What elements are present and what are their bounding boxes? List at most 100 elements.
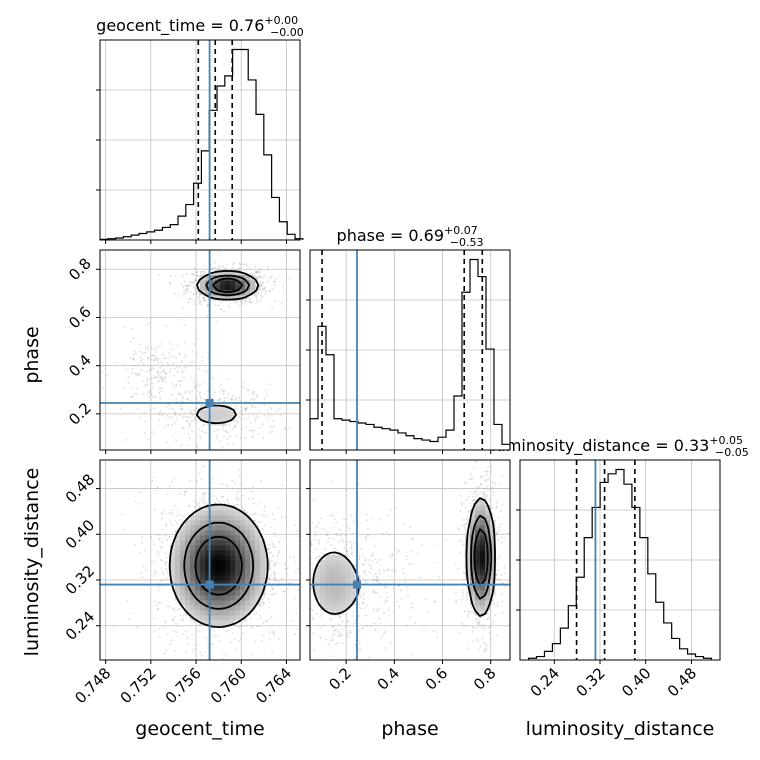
density-cell [345, 570, 351, 576]
sample-point [277, 551, 280, 554]
sample-point [168, 342, 171, 345]
sample-point [176, 370, 179, 373]
sample-point [150, 535, 153, 538]
sample-point [341, 642, 344, 645]
sample-point [358, 557, 361, 560]
sample-point [198, 292, 201, 294]
sample-point [202, 493, 204, 495]
density-cell [230, 590, 236, 596]
joint-content-phase-vs-luminosity-distance [310, 455, 510, 665]
sample-point [277, 638, 280, 640]
sample-point [182, 515, 185, 518]
sample-point [201, 654, 204, 657]
sample-point [225, 267, 227, 270]
sample-point [268, 543, 270, 546]
density-cell [205, 510, 211, 516]
density-cell [225, 515, 231, 521]
density-cell [345, 580, 351, 586]
sample-point [168, 605, 171, 608]
density-cell [480, 525, 486, 531]
sample-point [121, 513, 124, 516]
density-cell [235, 510, 241, 516]
density-cell [210, 555, 216, 561]
sample-point [272, 588, 275, 591]
sample-point [160, 414, 163, 417]
hist-steps-phase [309, 258, 511, 450]
sample-point [158, 628, 160, 630]
sample-point [247, 389, 250, 391]
density-cell [190, 585, 196, 591]
sample-point [255, 296, 257, 299]
sample-point [495, 578, 498, 581]
sample-point [258, 614, 261, 617]
sample-point [199, 405, 202, 408]
density-cell [185, 570, 191, 576]
sample-point [265, 514, 268, 517]
density-cell [230, 570, 236, 576]
sample-point [271, 650, 273, 653]
sample-point [261, 639, 263, 642]
sample-point [258, 277, 260, 279]
density-cell [215, 570, 221, 576]
sample-point [478, 649, 480, 651]
density-cell [245, 275, 251, 281]
sample-point [482, 624, 485, 626]
sample-point [218, 399, 220, 402]
sample-point [195, 279, 197, 281]
sample-point [215, 321, 218, 323]
sample-point [159, 366, 162, 369]
density-cell [175, 555, 181, 561]
sample-point [492, 506, 494, 509]
density-cell [260, 540, 266, 546]
sample-point [203, 264, 206, 267]
sample-point [362, 663, 364, 665]
sample-point [129, 357, 132, 360]
sample-point [500, 573, 503, 576]
density-cell [470, 560, 476, 566]
sample-point [210, 268, 213, 271]
density-cell [240, 570, 246, 576]
sample-point [401, 597, 403, 600]
sample-point [140, 542, 143, 545]
sample-point [369, 625, 372, 627]
sample-point [346, 525, 349, 528]
density-cell [220, 285, 226, 291]
density-cell [340, 595, 346, 601]
sample-point [311, 563, 314, 565]
density-cell [475, 585, 481, 591]
density-cell [240, 285, 246, 291]
sample-point [498, 529, 500, 532]
density-cell [175, 535, 181, 541]
sample-point [183, 341, 186, 344]
ylabel-luminosity-distance: luminosity_distance [21, 468, 43, 657]
sample-point [497, 516, 500, 519]
sample-point [141, 576, 144, 579]
density-cell [255, 530, 261, 536]
sample-point [166, 441, 168, 444]
sample-point [189, 479, 192, 482]
sample-point [373, 622, 376, 625]
sample-point [477, 455, 479, 457]
sample-point [280, 577, 283, 580]
sample-point [109, 480, 112, 483]
sample-point [365, 537, 368, 540]
density-cell [205, 290, 211, 296]
sample-point [273, 576, 276, 579]
sample-point [206, 661, 208, 663]
sample-point [500, 510, 502, 512]
sample-point [474, 460, 476, 463]
sample-point [473, 467, 476, 469]
density-cell [190, 525, 196, 531]
sample-point [218, 398, 221, 400]
density-cell [205, 550, 211, 556]
sample-point [420, 544, 423, 546]
sample-point [192, 282, 195, 284]
sample-point [226, 443, 229, 445]
sample-point [143, 411, 146, 414]
density-cell [220, 270, 226, 276]
density-cell [225, 505, 231, 511]
density-cell [220, 555, 226, 561]
density-cell [245, 595, 251, 601]
sample-point [132, 357, 135, 360]
sample-point [487, 465, 490, 467]
